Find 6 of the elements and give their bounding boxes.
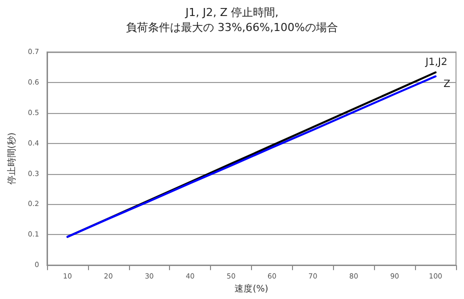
series-label: J1,J2 bbox=[424, 56, 448, 68]
chart-subtitle: 負荷条件は最大の 33%,66%,100%の場合 bbox=[126, 21, 338, 34]
chart-title: J1, J2, Z 停止時間, bbox=[184, 6, 279, 19]
series-label: Z bbox=[444, 78, 451, 90]
x-axis-title: 速度(%) bbox=[234, 284, 268, 294]
y-axis-title: 停止時間(秒) bbox=[6, 132, 18, 185]
